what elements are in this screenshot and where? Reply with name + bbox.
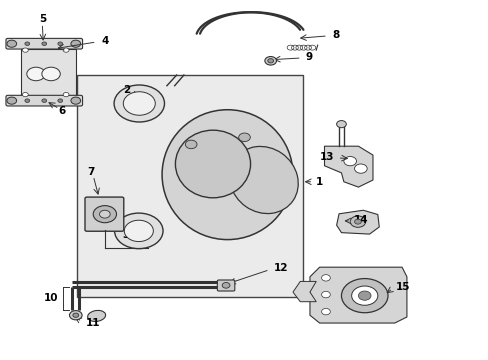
Circle shape (185, 140, 197, 149)
FancyBboxPatch shape (6, 95, 82, 106)
Polygon shape (292, 282, 316, 302)
Text: 1: 1 (316, 177, 323, 187)
Circle shape (7, 40, 17, 47)
FancyBboxPatch shape (217, 280, 234, 291)
Circle shape (336, 121, 346, 128)
Circle shape (354, 164, 366, 173)
FancyBboxPatch shape (6, 39, 82, 49)
Circle shape (114, 213, 163, 249)
Text: 14: 14 (353, 215, 368, 225)
Ellipse shape (175, 130, 250, 198)
Text: 9: 9 (305, 52, 312, 62)
Circle shape (343, 157, 356, 166)
Circle shape (349, 216, 365, 227)
Circle shape (321, 309, 329, 315)
Circle shape (264, 57, 276, 65)
Circle shape (71, 97, 81, 104)
Circle shape (321, 275, 329, 281)
Text: 8: 8 (332, 30, 339, 40)
Circle shape (100, 210, 110, 218)
Circle shape (42, 99, 46, 103)
Circle shape (63, 48, 69, 52)
Circle shape (63, 93, 69, 97)
Circle shape (354, 219, 361, 224)
Circle shape (22, 48, 28, 52)
Bar (21, 49, 76, 96)
Circle shape (358, 291, 370, 300)
Text: 2: 2 (123, 85, 130, 95)
Circle shape (267, 59, 273, 63)
Circle shape (114, 85, 164, 122)
Circle shape (25, 99, 30, 103)
Circle shape (69, 311, 82, 320)
Circle shape (321, 291, 329, 298)
Circle shape (124, 220, 153, 242)
Circle shape (58, 42, 62, 45)
Circle shape (93, 206, 116, 223)
Ellipse shape (87, 310, 105, 321)
Polygon shape (309, 267, 406, 323)
Circle shape (71, 40, 81, 47)
Circle shape (25, 42, 30, 45)
Text: 15: 15 (395, 283, 409, 292)
Circle shape (7, 97, 17, 104)
Text: 10: 10 (43, 293, 58, 303)
Polygon shape (336, 210, 379, 234)
Circle shape (222, 283, 229, 288)
Text: 3: 3 (122, 230, 129, 240)
Text: 7: 7 (87, 167, 95, 177)
Circle shape (22, 93, 28, 97)
FancyBboxPatch shape (85, 197, 123, 231)
Text: 13: 13 (320, 152, 334, 162)
Bar (77, 75, 302, 297)
Circle shape (27, 67, 45, 81)
Circle shape (123, 92, 155, 115)
Text: 5: 5 (39, 14, 46, 24)
Text: 4: 4 (102, 36, 109, 46)
Text: 6: 6 (59, 106, 66, 116)
Circle shape (341, 279, 387, 313)
Circle shape (42, 42, 46, 45)
Polygon shape (324, 146, 372, 187)
Text: 12: 12 (273, 263, 287, 273)
Circle shape (58, 99, 62, 103)
Text: 11: 11 (86, 318, 100, 328)
Circle shape (42, 67, 60, 81)
Circle shape (238, 133, 250, 141)
Circle shape (351, 286, 377, 305)
Circle shape (73, 313, 79, 318)
Ellipse shape (229, 147, 298, 213)
Ellipse shape (162, 110, 292, 240)
